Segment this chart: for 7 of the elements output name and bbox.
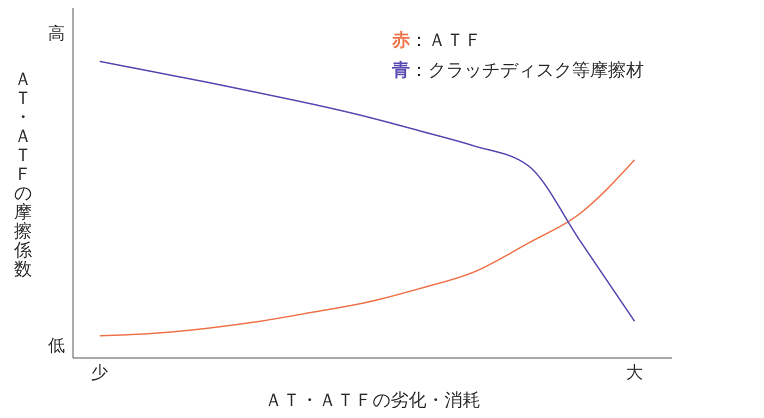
x-tick-label: 少: [91, 363, 108, 384]
text: 赤：ＡＴＦ: [392, 29, 483, 53]
text: ＡＴ・ＡＴＦの摩擦係数: [14, 69, 32, 280]
x-tick-label: 大: [626, 363, 644, 384]
text: 高: [48, 23, 65, 45]
text: 低: [48, 335, 65, 357]
text: 青：クラッチディスク等摩擦材: [392, 59, 644, 83]
